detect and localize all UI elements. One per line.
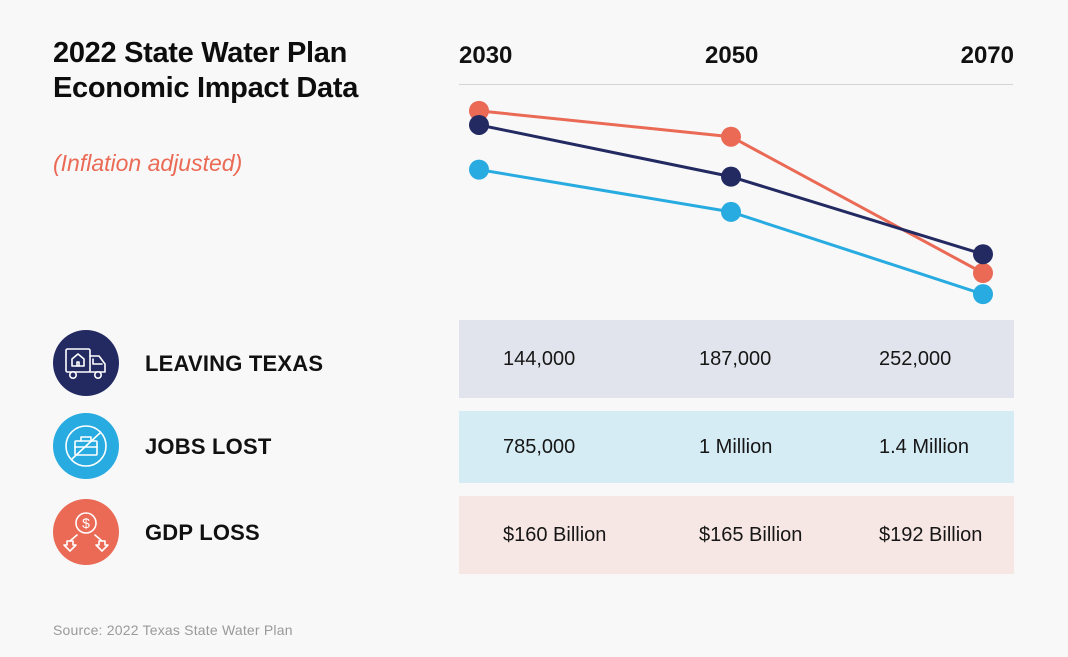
table-row-jobs-lost: 785,000 1 Million 1.4 Million	[459, 411, 1014, 483]
table-row-gdp-loss: $160 Billion $165 Billion $192 Billion	[459, 496, 1014, 574]
header-divider	[459, 84, 1013, 85]
data-point-gdp-loss-2030	[469, 100, 489, 121]
cell-jobs-lost-2070: 1.4 Million	[879, 435, 970, 458]
trend-line-chart	[469, 100, 993, 305]
table-row-leaving-texas: 144,000 187,000 252,000	[459, 320, 1014, 398]
data-point-leaving-texas-2030	[469, 114, 489, 135]
row-label-leaving-texas: LEAVING TEXAS	[145, 351, 324, 376]
data-point-jobs-lost-2070	[973, 284, 993, 305]
year-label-2050: 2050	[705, 42, 759, 69]
subtitle: (Inflation adjusted)	[53, 150, 243, 176]
source-note: Source: 2022 Texas State Water Plan	[53, 622, 293, 638]
cell-gdp-loss-2050: $165 Billion	[699, 523, 803, 546]
data-point-jobs-lost-2050	[721, 201, 741, 222]
cell-leaving-texas-2070: 252,000	[879, 347, 952, 370]
svg-text:$: $	[82, 515, 90, 531]
page-title: 2022 State Water Plan Economic Impact Da…	[53, 37, 359, 104]
year-label-2030: 2030	[459, 42, 513, 69]
data-point-gdp-loss-2070	[973, 263, 993, 283]
year-label-2070: 2070	[960, 42, 1014, 69]
cell-gdp-loss-2030: $160 Billion	[503, 523, 607, 546]
data-point-leaving-texas-2050	[721, 166, 741, 187]
no-briefcase-icon	[53, 413, 119, 479]
data-point-jobs-lost-2030	[469, 159, 489, 180]
cell-jobs-lost-2050: 1 Million	[699, 435, 773, 458]
cell-gdp-loss-2070: $192 Billion	[879, 523, 983, 546]
dollar-down-arrows-icon: $	[53, 499, 119, 565]
row-label-gdp-loss: GDP LOSS	[145, 520, 260, 545]
cell-leaving-texas-2050: 187,000	[699, 347, 772, 370]
data-point-gdp-loss-2050	[721, 126, 741, 147]
row-label-jobs-lost: JOBS LOST	[145, 434, 272, 459]
moving-truck-house-icon	[53, 330, 119, 396]
cell-leaving-texas-2030: 144,000	[503, 347, 576, 370]
cell-jobs-lost-2030: 785,000	[503, 435, 576, 458]
data-point-leaving-texas-2070	[973, 244, 993, 265]
